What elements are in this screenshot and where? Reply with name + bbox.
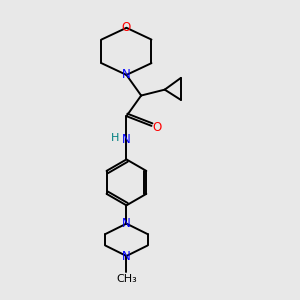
- Text: CH₃: CH₃: [116, 274, 137, 284]
- Text: N: N: [122, 217, 131, 230]
- Text: N: N: [122, 68, 131, 81]
- Text: N: N: [122, 133, 131, 146]
- Text: O: O: [122, 21, 131, 34]
- Text: N: N: [122, 250, 131, 262]
- Text: H: H: [111, 133, 119, 143]
- Text: O: O: [152, 121, 161, 134]
